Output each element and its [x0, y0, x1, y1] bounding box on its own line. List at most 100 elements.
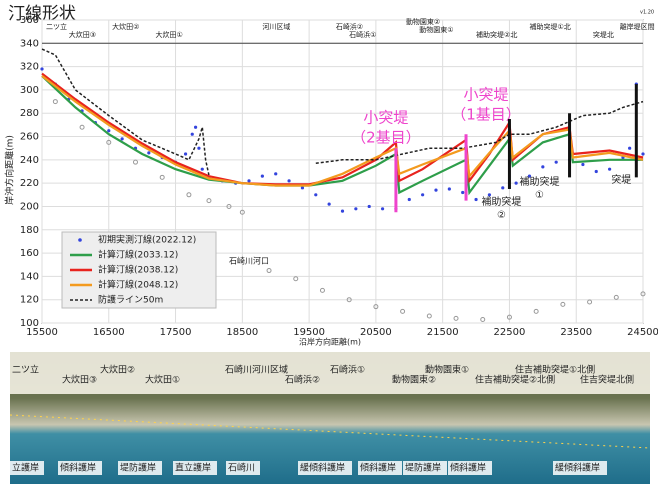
- data-point: [554, 160, 558, 164]
- legend-label: 初期実測汀線(2022.12): [98, 234, 196, 246]
- profile-point: [453, 315, 459, 321]
- data-point: [421, 193, 425, 197]
- profile-point: [480, 317, 486, 323]
- profile-point: [293, 276, 299, 282]
- photo-bottom-label: 石崎川: [228, 462, 255, 474]
- photo-bottom-label: 直立護岸: [175, 462, 211, 474]
- legend-label: 計算汀線(2038.12): [98, 264, 178, 276]
- data-point: [147, 151, 151, 155]
- data-point: [193, 125, 198, 129]
- section-label: 補助突堤②北: [476, 30, 517, 39]
- photo-top-label: 石崎川河川区域: [225, 364, 288, 376]
- section-label: 大炊田②: [112, 22, 139, 31]
- profile-point: [226, 203, 232, 209]
- section-label: 大炊田①: [156, 30, 183, 39]
- structure-label: 補助突堤: [520, 175, 560, 188]
- profile-point: [52, 99, 58, 105]
- y-tick-label: 300: [20, 85, 39, 96]
- photo-top-label: 動物園東①: [425, 364, 469, 376]
- photo-label-bg: [58, 461, 102, 475]
- profile-point: [186, 192, 192, 198]
- photo-top-label: 住吉補助突堤①北側: [515, 364, 595, 376]
- section-label: 大炊田③: [69, 30, 96, 39]
- photo-top-label: 住吉突堤北側: [580, 374, 634, 386]
- profile-point: [106, 139, 112, 145]
- section-label: 動物園東②: [406, 17, 440, 26]
- photo-top-label: 石崎浜②: [285, 374, 320, 386]
- photo-bottom-label: 立護岸: [12, 462, 39, 474]
- structure-label: 小突堤: [464, 86, 509, 104]
- section-label: 石崎浜②: [336, 22, 363, 31]
- structure-label: 突堤: [611, 173, 631, 186]
- x-tick-label: 20500: [360, 327, 392, 338]
- photo-top-label: 石崎浜①: [330, 364, 365, 376]
- data-point: [487, 193, 492, 197]
- x-tick-label: 15500: [26, 327, 58, 338]
- profile-point: [373, 304, 379, 310]
- profile-point: [400, 308, 406, 314]
- series-line: [41, 48, 644, 176]
- structure-label: （1基目）: [451, 106, 521, 124]
- data-point: [541, 165, 545, 169]
- data-point: [474, 197, 478, 202]
- photo-bottom-label: 緩傾斜護岸: [300, 462, 345, 474]
- legend-label: 防護ライン50m: [98, 294, 163, 306]
- x-tick-label: 22500: [494, 327, 526, 338]
- profile-point: [506, 314, 512, 320]
- data-point: [300, 186, 305, 190]
- photo-label-bg: [448, 461, 492, 475]
- y-tick-label: 180: [20, 225, 39, 236]
- photo-bottom-label: 傾斜護岸: [60, 462, 96, 474]
- legend-label: 計算汀線(2033.12): [98, 249, 178, 261]
- y-tick-label: 100: [20, 318, 39, 329]
- profile-point: [560, 301, 566, 307]
- data-point: [200, 167, 204, 171]
- photo-bottom-label: 傾斜護岸: [360, 462, 396, 474]
- data-point: [197, 146, 201, 150]
- x-tick-label: 19500: [293, 327, 325, 338]
- y-tick-label: 140: [20, 271, 39, 282]
- x-tick-label: 24500: [627, 327, 658, 338]
- y-tick-label: 260: [20, 132, 39, 143]
- photo-top-label: 住吉補助突堤②北側: [475, 374, 555, 386]
- data-point: [581, 162, 585, 167]
- data-point: [367, 204, 371, 209]
- profile-point: [266, 268, 272, 274]
- data-point: [447, 187, 451, 191]
- annotation: 石崎川河口: [229, 256, 269, 266]
- photo-label-bg: [553, 461, 607, 475]
- photo-label-bg: [403, 461, 447, 475]
- photo-bottom-label: 堤防護岸: [120, 462, 156, 474]
- photo-bottom-label: 傾斜護岸: [450, 462, 486, 474]
- photo-label-bg: [118, 461, 162, 475]
- data-point: [407, 197, 411, 202]
- data-point: [287, 179, 291, 183]
- section-label: 突堤北: [593, 30, 614, 39]
- section-label: 動物園東①: [419, 25, 453, 34]
- y-tick-label: 360: [20, 15, 39, 26]
- legend-label: 計算汀線(2048.12): [98, 279, 178, 291]
- series-line: [41, 75, 644, 187]
- photo-top-label: 動物園東②: [392, 374, 436, 386]
- structure-label: ①: [535, 190, 544, 201]
- profile-point: [346, 297, 352, 303]
- chart-title: 汀線形状: [8, 4, 76, 24]
- structure-label: （2基目）: [351, 129, 421, 147]
- x-tick-label: 18500: [226, 327, 258, 338]
- data-point: [327, 202, 331, 206]
- y-tick-label: 160: [20, 248, 39, 259]
- x-tick-label: 21500: [427, 327, 459, 338]
- photo-label-band: [10, 352, 650, 394]
- profile-point: [319, 287, 325, 293]
- photo-label-bg: [10, 461, 44, 475]
- section-label: 石崎浜①: [349, 30, 376, 39]
- section-label: 河川区域: [262, 22, 290, 31]
- data-point: [190, 132, 194, 136]
- data-point: [514, 181, 518, 185]
- x-axis-label: 沿岸方向距離(m): [299, 337, 361, 347]
- photo-top-label: 大炊田③: [62, 374, 97, 386]
- data-point: [380, 207, 385, 211]
- x-tick-label: 23500: [560, 327, 592, 338]
